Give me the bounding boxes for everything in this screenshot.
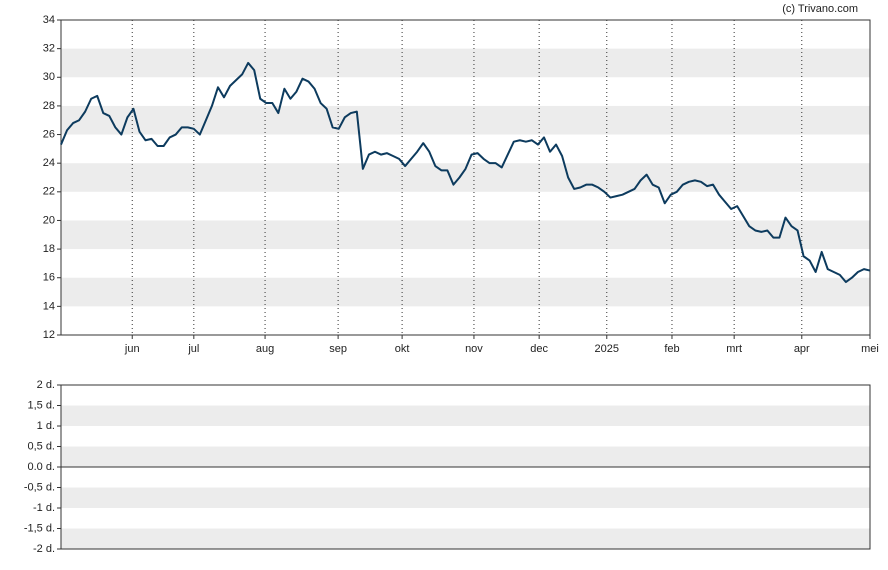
x-tick-label: jul <box>187 343 199 355</box>
grid-band <box>61 48 870 78</box>
y-tick-label: 34 <box>43 14 55 26</box>
y-tick-label: 20 <box>43 214 55 226</box>
y-tick-label: 12 <box>43 329 55 341</box>
price-line <box>60 61 871 284</box>
x-tick-label: mei <box>861 343 879 355</box>
grid-band <box>61 528 870 549</box>
y-tick-label: 24 <box>43 157 55 169</box>
grid-band <box>61 487 870 508</box>
x-tick-label: mrt <box>726 343 742 355</box>
credit: (c) Trivano.com <box>782 3 858 15</box>
y-tick-label: 22 <box>43 186 55 198</box>
x-tick-label: nov <box>465 343 483 355</box>
grid-band <box>61 105 870 135</box>
y-tick-label: 14 <box>43 300 55 312</box>
x-tick-label: dec <box>530 343 548 355</box>
y-tick-label: 16 <box>43 272 55 284</box>
grid-band <box>61 405 870 426</box>
y-tick-label: 1 d. <box>37 420 55 432</box>
y-tick-label: 0,5 d. <box>27 440 55 452</box>
y-tick-label: -2 d. <box>33 543 55 555</box>
plot-frame <box>60 19 871 336</box>
x-tick-label: 2025 <box>595 343 619 355</box>
x-tick-label: sep <box>329 343 347 355</box>
y-tick-label: 2 d. <box>37 379 55 391</box>
y-tick-label: 18 <box>43 243 55 255</box>
y-tick-label: 30 <box>43 71 55 83</box>
y-tick-label: 26 <box>43 128 55 140</box>
y-tick-label: 1,5 d. <box>27 399 55 411</box>
grid-band <box>61 277 870 307</box>
grid-band <box>61 220 870 250</box>
grid-band <box>61 446 870 467</box>
x-tick-label: okt <box>395 343 410 355</box>
x-tick-label: feb <box>664 343 679 355</box>
y-tick-label: 28 <box>43 100 55 112</box>
y-tick-label: -1,5 d. <box>24 522 55 534</box>
x-tick-label: apr <box>794 343 810 355</box>
y-tick-label: 32 <box>43 43 55 55</box>
x-tick-label: aug <box>256 343 274 355</box>
x-tick-label: jun <box>124 343 140 355</box>
y-tick-label: -0,5 d. <box>24 481 55 493</box>
y-tick-label: -1 d. <box>33 502 55 514</box>
y-tick-label: 0.0 d. <box>27 461 55 473</box>
